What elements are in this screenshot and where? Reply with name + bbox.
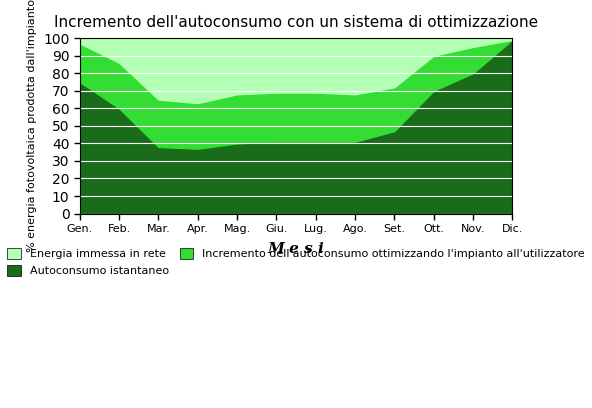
Y-axis label: % energia fotovoltaica prodotta dall'impianto: % energia fotovoltaica prodotta dall'imp… [27,0,37,252]
Legend: Energia immessa in rete, Autoconsumo istantaneo, Incremento dell'autoconsumo ott: Energia immessa in rete, Autoconsumo ist… [2,242,590,282]
Title: Incremento dell'autoconsumo con un sistema di ottimizzazione: Incremento dell'autoconsumo con un siste… [54,15,538,30]
Text: M e s i: M e s i [268,242,324,256]
